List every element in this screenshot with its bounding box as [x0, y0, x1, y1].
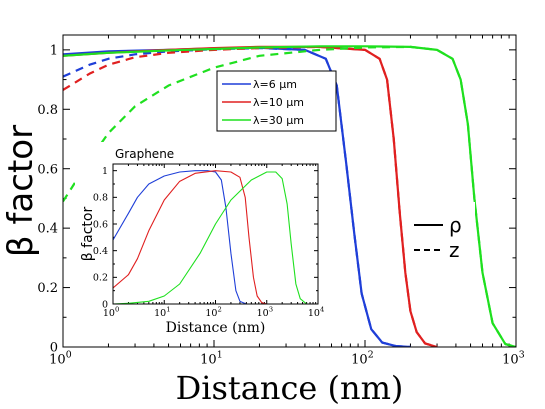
style-legend-label: z — [449, 238, 460, 262]
x-tick-label: 101 — [154, 306, 170, 319]
y-tick-label: 0.8 — [37, 103, 58, 118]
y-tick-label: 0.4 — [37, 222, 58, 237]
x-tick-label: 100 — [49, 349, 72, 367]
plot-frame — [112, 163, 319, 305]
x-axis-label: Distance (nm) — [166, 320, 266, 336]
legend-label: λ=10 μm — [253, 96, 304, 109]
series-line--10-m — [113, 170, 267, 304]
color-legend: λ=6 μm λ=10 μm λ=30 μm — [216, 70, 337, 132]
x-tick-label: 100 — [103, 306, 119, 319]
style-legend: ρz — [409, 202, 475, 264]
series-line--30-m — [113, 171, 307, 304]
style-legend-box — [409, 202, 475, 264]
series-line--30-m-rho — [63, 45, 516, 347]
y-tick-label: 1 — [50, 43, 58, 58]
y-tick-label: 0.2 — [37, 281, 58, 296]
series-line--6-m-z — [63, 46, 411, 347]
legend-label: λ=30 μm — [253, 114, 304, 127]
x-tick-label: 102 — [205, 306, 221, 319]
x-tick-label: 103 — [502, 349, 525, 367]
series-group — [63, 45, 516, 347]
y-tick-label: 1 — [102, 166, 108, 177]
x-axis-label: Distance (nm) — [176, 369, 404, 407]
y-tick-label: 0.4 — [93, 246, 108, 257]
style-legend-label: ρ — [449, 213, 462, 237]
x-tick-label: 104 — [308, 306, 324, 319]
chart-title: Graphene — [115, 147, 174, 161]
y-tick-label: 0.8 — [93, 193, 108, 204]
x-tick-label: 101 — [200, 349, 223, 367]
y-axis-label: β factor — [80, 207, 96, 262]
x-tick-label: 103 — [257, 306, 273, 319]
y-tick-label: 0.6 — [93, 219, 108, 230]
inset-chart-graphene: 0 0.2 0.4 0.6 0.8 1 100 101 102 103 104 Distance (n… — [75, 142, 324, 340]
y-tick-label: 0.2 — [93, 273, 108, 284]
series-line--6-m — [113, 170, 247, 304]
series-line--30-m-z — [63, 45, 516, 347]
plot-frame — [62, 34, 517, 348]
plot-area — [113, 164, 318, 304]
y-tick-label: 0 — [102, 299, 108, 310]
y-axis-label: β factor — [1, 125, 41, 257]
series-line--10-m-z — [63, 45, 438, 347]
legend-box — [216, 70, 337, 132]
y-tick-label: 0.6 — [37, 162, 58, 177]
legend-label: λ=6 μm — [253, 78, 297, 91]
x-tick-label: 102 — [351, 349, 374, 367]
y-tick-label: 0 — [50, 341, 58, 356]
series-group — [113, 170, 307, 304]
